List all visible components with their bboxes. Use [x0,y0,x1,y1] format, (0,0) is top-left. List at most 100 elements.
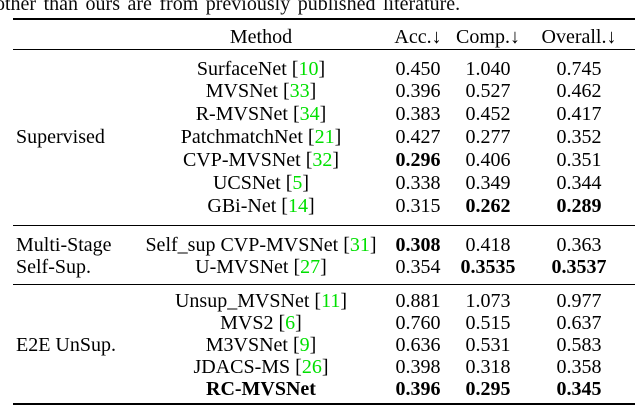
citation-bracket: ] [334,126,342,148]
citation-link[interactable]: 27 [300,256,321,278]
method-name: UCSNet [ [212,172,293,194]
citation-link[interactable]: 9 [299,334,310,356]
overall-value: 0.344 [556,172,602,194]
comp-value: 1.040 [465,58,511,80]
table-row: MVSNet [33] 0.396 0.527 0.462 [0,80,638,102]
overall-value: 0.417 [556,103,602,125]
comp-value: 0.3535 [460,256,516,278]
method-name: M3VSNet [ [205,334,300,356]
acc-value: 0.396 [395,378,441,400]
comp-value: 0.531 [465,334,511,356]
acc-value: 0.427 [395,126,441,148]
acc-value: 0.396 [395,80,441,102]
citation-bracket: ] [332,149,340,171]
acc-value: 0.354 [395,256,441,278]
citation-bracket: ] [369,234,377,256]
citation-bracket: ] [320,256,327,278]
citation-bracket: ] [340,290,348,312]
acc-value: 0.760 [395,312,441,334]
method-cell: U-MVSNet [27] [120,256,402,278]
citation-link[interactable]: 26 [301,356,322,378]
group-label [16,195,128,217]
method-name: R-MVSNet [ [195,103,300,125]
overall-value: 0.583 [556,334,602,356]
citation-link[interactable]: 34 [299,103,320,125]
method-name: Self_sup CVP-MVSNet [ [145,234,350,256]
column-header-acc: Acc.↓ [394,26,442,48]
overall-value: 0.977 [556,290,602,312]
method-cell: CVP-MVSNet [32] [120,149,402,171]
comp-value: 0.349 [465,172,511,194]
method-name: MVSNet [ [205,80,290,102]
overall-value: 0.363 [556,234,602,256]
acc-value: 0.308 [395,234,441,256]
comp-value: 0.527 [465,80,511,102]
acc-value: 0.450 [395,58,441,80]
column-header-comp: Comp.↓ [456,26,520,48]
group-label-e2e-unsup: E2E UnSup. [16,334,116,356]
comp-value: 0.452 [465,103,511,125]
table-rule-bottom [13,403,635,405]
citation-bracket: ] [309,80,317,102]
group-label [16,80,128,102]
group-label [16,378,128,400]
citation-link[interactable]: 5 [292,172,303,194]
overall-value: 0.637 [556,312,602,334]
citation-link[interactable]: 6 [285,312,296,334]
table-header-row: Method Acc.↓ Comp.↓ Overall.↓ [0,26,638,48]
method-name: RC-MVSNet [206,378,316,400]
comp-value: 0.295 [465,378,511,400]
group-label [16,312,128,334]
method-name: CVP-MVSNet [ [182,149,313,171]
column-header-method: Method [229,26,293,48]
table-row: SurfaceNet [10] 0.450 1.040 0.745 [0,58,638,80]
method-cell: RC-MVSNet [120,378,402,400]
comp-value: 1.073 [465,290,511,312]
acc-value: 0.881 [395,290,441,312]
overall-value: 0.462 [556,80,602,102]
citation-link[interactable]: 32 [312,149,333,171]
overall-value: 0.289 [556,195,602,217]
citation-link[interactable]: 10 [298,58,319,80]
citation-link[interactable]: 11 [321,290,341,312]
method-name: MVS2 [ [220,312,286,334]
method-name: GBi-Net [ [207,195,288,217]
method-name: SurfaceNet [ [196,58,299,80]
comp-value: 0.262 [465,195,511,217]
method-name: JDACS-MS [ [193,356,302,378]
method-cell: SurfaceNet [10] [120,58,402,80]
group-label-self-sup: Self-Sup. [16,256,91,278]
citation-bracket: ] [295,312,302,334]
overall-value: 0.3537 [551,256,607,278]
method-cell: UCSNet [5] [120,172,402,194]
method-cell: GBi-Net [14] [120,195,402,217]
group-label [16,172,128,194]
method-cell: MVS2 [6] [120,312,402,334]
table-rule-group1 [13,225,635,226]
table-row: UCSNet [5] 0.338 0.349 0.344 [0,172,638,194]
citation-link[interactable]: 14 [287,195,308,217]
caption-text: other than ours are from previously publ… [0,0,461,15]
citation-link[interactable]: 31 [349,234,370,256]
table-row: Multi-Stage Self_sup CVP-MVSNet [31] 0.3… [0,234,638,256]
table-row: E2E UnSup. M3VSNet [9] 0.636 0.531 0.583 [0,334,638,356]
table-rule-group2 [13,284,635,285]
comp-value: 0.515 [465,312,511,334]
method-cell: Self_sup CVP-MVSNet [31] [120,234,402,256]
overall-value: 0.745 [556,58,602,80]
citation-bracket: ] [321,356,329,378]
citation-link[interactable]: 33 [289,80,310,102]
table-row: R-MVSNet [34] 0.383 0.452 0.417 [0,103,638,125]
acc-value: 0.315 [395,195,441,217]
citation-link[interactable]: 21 [314,126,335,148]
method-cell: MVSNet [33] [120,80,402,102]
table-row: JDACS-MS [26] 0.398 0.318 0.358 [0,356,638,378]
table-rule-header [13,49,635,50]
table-row: Supervised PatchmatchNet [21] 0.427 0.27… [0,126,638,148]
comp-value: 0.318 [465,356,511,378]
citation-bracket: ] [319,103,327,125]
method-cell: PatchmatchNet [21] [120,126,402,148]
table-row: Self-Sup. U-MVSNet [27] 0.354 0.3535 0.3… [0,256,638,278]
citation-bracket: ] [309,334,317,356]
